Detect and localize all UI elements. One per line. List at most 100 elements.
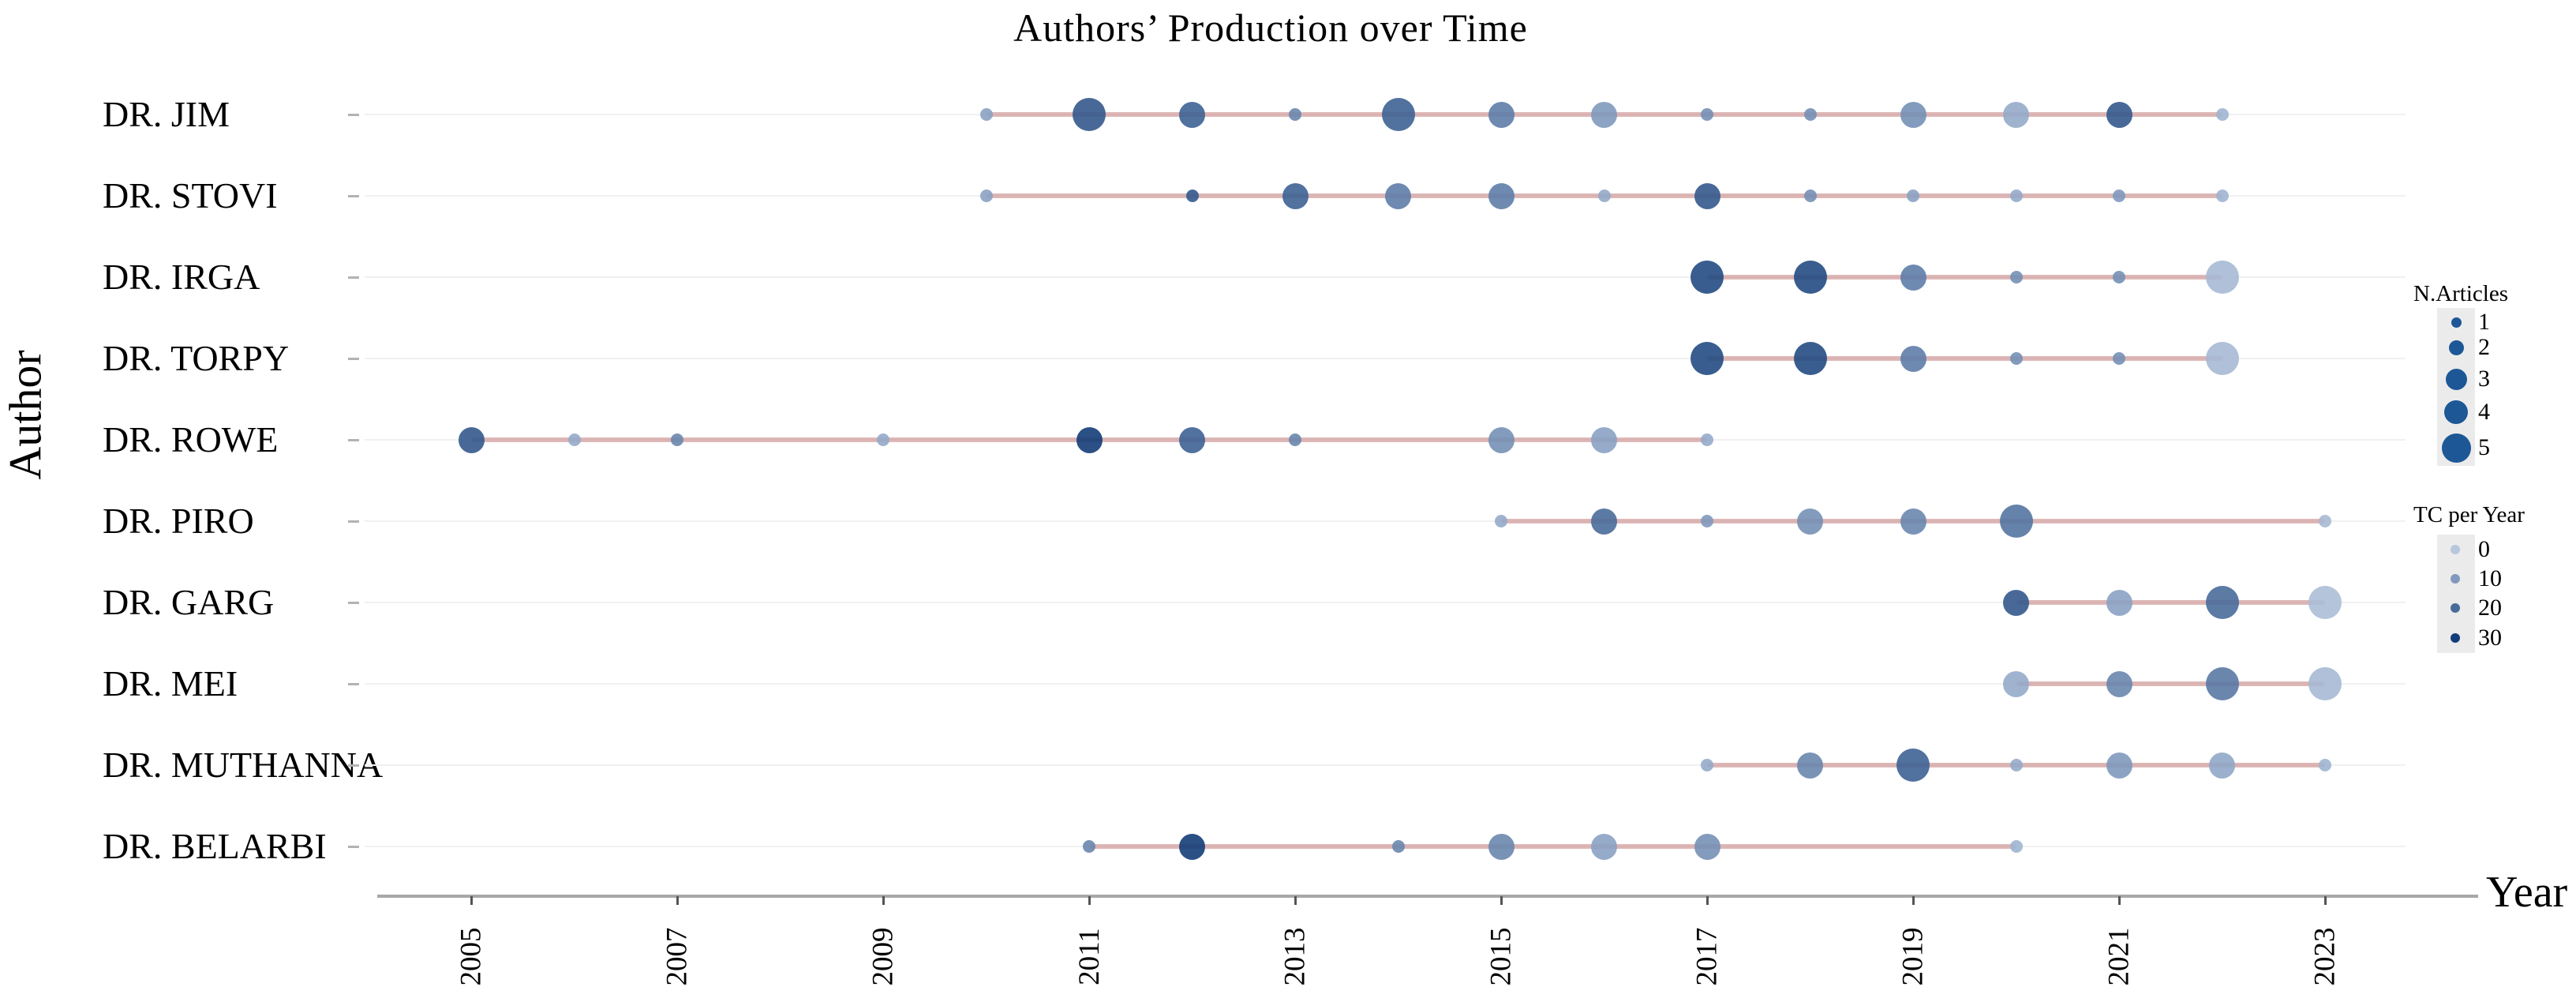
x-tick-label-text: 2009 [867, 927, 900, 985]
x-tick-label-text: 2005 [455, 927, 488, 985]
author-timeline [1707, 356, 2222, 361]
x-tick-label: 2023 [2278, 909, 2372, 1002]
data-point [1591, 426, 1617, 453]
data-point [2215, 190, 2229, 202]
size-legend-dot [2441, 433, 2471, 463]
data-point [1179, 101, 1205, 128]
x-axis-tick [1706, 896, 1709, 905]
data-point [1488, 101, 1515, 128]
y-axis-tick [348, 195, 359, 197]
data-point [1701, 108, 1713, 121]
data-point [2003, 589, 2029, 616]
x-tick-label-text: 2015 [1485, 927, 1518, 985]
data-point [1495, 515, 1507, 527]
data-point [1690, 342, 1724, 375]
data-point [2205, 342, 2239, 375]
data-point [1900, 101, 1926, 128]
size-legend-label: 2 [2478, 334, 2490, 360]
data-point [1793, 342, 1827, 375]
x-tick-label: 2011 [1042, 909, 1136, 1002]
size-legend-label: 4 [2478, 399, 2490, 425]
author-timeline [1089, 844, 2016, 849]
x-tick-label-text: 2013 [1279, 927, 1312, 985]
y-axis-tick [348, 683, 359, 685]
chart-title: Authors’ Production over Time [1013, 6, 1528, 50]
y-axis-label: Author [0, 350, 51, 480]
x-tick-label-text: 2007 [661, 927, 694, 985]
y-axis-tick [348, 358, 359, 360]
size-legend-title: N.Articles [2413, 281, 2508, 306]
data-point [2009, 759, 2023, 771]
data-point [2009, 352, 2023, 365]
data-point [1179, 426, 1205, 453]
data-point [671, 433, 683, 446]
x-tick-label-text: 2019 [1896, 927, 1930, 985]
author-label: DR. IRGA [103, 257, 260, 297]
data-point [2113, 352, 2125, 365]
data-point [2209, 752, 2235, 779]
data-point [2215, 108, 2229, 121]
data-point [1289, 433, 1301, 446]
x-tick-label: 2017 [1660, 909, 1754, 1002]
x-tick-label-text: 2017 [1690, 927, 1724, 985]
data-point [1488, 182, 1515, 209]
data-point [1803, 108, 1817, 121]
x-axis-tick [470, 896, 473, 905]
x-axis-tick [2118, 896, 2121, 905]
data-point [979, 190, 993, 202]
x-tick-label: 2013 [1248, 909, 1342, 1002]
data-point [1797, 752, 1823, 779]
data-point [1793, 261, 1827, 294]
data-point [2003, 670, 2029, 697]
size-legend-label: 1 [2478, 309, 2490, 335]
data-point [1282, 182, 1309, 209]
data-point [1185, 190, 1199, 202]
author-label: DR. MEI [103, 663, 238, 704]
size-legend-label: 5 [2478, 434, 2490, 460]
data-point [2308, 586, 2342, 619]
x-axis-line [377, 895, 2478, 898]
data-point [1591, 101, 1617, 128]
x-axis-tick [1500, 896, 1503, 905]
y-axis-tick [348, 276, 359, 279]
data-point [1900, 264, 1926, 291]
data-point [1381, 98, 1415, 131]
x-axis-tick [1912, 896, 1915, 905]
data-point [2106, 752, 2132, 779]
color-legend-label: 10 [2478, 565, 2502, 591]
author-label: DR. ROWE [103, 419, 279, 460]
color-legend-dot [2451, 574, 2460, 584]
color-legend-dot [2451, 633, 2460, 643]
x-axis-tick [882, 896, 885, 905]
author-label: DR. JIM [103, 94, 230, 134]
data-point [979, 108, 993, 121]
data-point [1907, 190, 1919, 202]
data-point [2106, 101, 2132, 128]
y-axis-tick [348, 602, 359, 604]
size-legend-label: 3 [2478, 366, 2490, 392]
size-legend-dot [2448, 340, 2464, 355]
color-legend-label: 20 [2478, 595, 2502, 621]
data-point [1896, 749, 1930, 782]
author-label: DR. PIRO [103, 501, 254, 541]
data-point [1073, 98, 1106, 131]
data-point [2319, 759, 2331, 771]
row-gridline [365, 764, 2406, 766]
x-axis-tick [676, 896, 679, 905]
data-point [2009, 190, 2023, 202]
data-point [1488, 833, 1515, 860]
color-legend-label: 30 [2478, 625, 2502, 651]
data-point [1694, 182, 1720, 209]
data-point [1591, 508, 1617, 535]
data-point [1083, 840, 1095, 853]
row-gridline [365, 358, 2406, 359]
data-point [1179, 833, 1205, 860]
x-axis-tick [1088, 896, 1091, 905]
data-point [877, 433, 889, 446]
author-timeline [2016, 600, 2325, 605]
y-axis-tick [348, 439, 359, 441]
data-point [2009, 271, 2023, 283]
data-point [1488, 426, 1515, 453]
size-legend-dot [2444, 400, 2468, 424]
